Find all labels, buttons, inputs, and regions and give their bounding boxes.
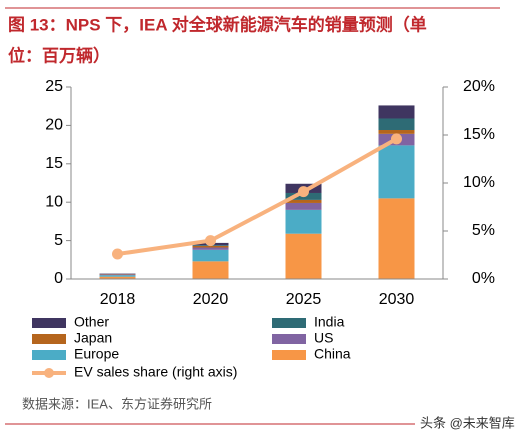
bar-segment: [193, 250, 229, 262]
legend-swatch: [32, 318, 66, 328]
y2-tick-label: 20%: [463, 78, 495, 95]
title: 位：百万辆）: [8, 45, 110, 65]
legend-swatch: [272, 318, 306, 328]
bar-segment: [193, 246, 229, 248]
legend-label: China: [314, 346, 351, 362]
legend-swatch: [32, 334, 66, 344]
y-tick-label: 10: [45, 193, 63, 210]
y-tick-label: 0: [54, 270, 63, 287]
bar-segment: [379, 118, 415, 130]
legend-label: Europe: [74, 346, 119, 362]
y-tick-label: 5: [54, 232, 63, 249]
legend-label: US: [314, 330, 333, 346]
bar-segment: [379, 198, 415, 279]
y-tick-label: 25: [45, 78, 63, 95]
x-tick-label: 2030: [379, 291, 415, 308]
title: 图 13：NPS 下，IEA 对全球新能源汽车的销量预测（单: [8, 14, 427, 34]
y-tick-label: 15: [45, 155, 63, 172]
y2-tick-label: 10%: [463, 174, 495, 191]
legend-marker: [44, 368, 54, 378]
bar-segment: [193, 248, 229, 250]
y2-tick-label: 15%: [463, 126, 495, 143]
source: 数据来源：IEA、东方证券研究所: [22, 396, 212, 411]
legend-swatch: [272, 350, 306, 360]
bar-segment: [379, 145, 415, 198]
bar-segment: [379, 105, 415, 118]
x-tick-label: 2018: [100, 291, 136, 308]
legend-label: Japan: [74, 330, 112, 346]
legend-swatch: [272, 334, 306, 344]
legend-label: EV sales share (right axis): [74, 364, 237, 380]
legend-swatch: [32, 350, 66, 360]
bar-segment: [379, 130, 415, 134]
y2-tick-label: 5%: [472, 222, 495, 239]
x-tick-label: 2020: [193, 291, 229, 308]
watermark: 头条 @未来智库: [420, 415, 515, 430]
bar-segment: [100, 274, 136, 275]
legend-label: India: [314, 314, 345, 330]
bar-segment: [286, 203, 322, 210]
point: [205, 235, 216, 246]
line: [118, 139, 397, 254]
y-tick-label: 20: [45, 117, 63, 134]
point: [298, 186, 309, 197]
point: [391, 133, 402, 144]
legend-label: Other: [74, 314, 109, 330]
bar-segment: [100, 275, 136, 277]
point: [112, 249, 123, 260]
bar-segment: [286, 234, 322, 279]
bar-segment: [286, 210, 322, 234]
x-tick-label: 2025: [286, 291, 322, 308]
y2-tick-label: 0%: [472, 270, 495, 287]
bar-segment: [193, 261, 229, 279]
